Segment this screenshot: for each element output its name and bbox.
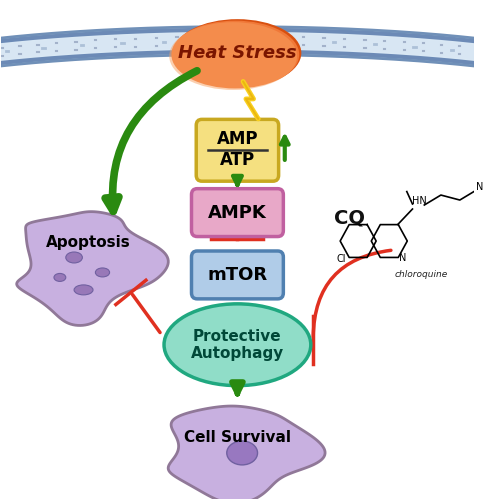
Text: Apoptosis: Apoptosis xyxy=(46,235,131,250)
Text: Heat Stress: Heat Stress xyxy=(178,44,297,62)
Ellipse shape xyxy=(169,22,297,90)
Text: HN: HN xyxy=(412,196,427,206)
Text: Protective
Autophagy: Protective Autophagy xyxy=(191,328,284,361)
Ellipse shape xyxy=(74,285,93,295)
FancyBboxPatch shape xyxy=(192,188,283,236)
Text: Cl: Cl xyxy=(336,254,346,264)
Ellipse shape xyxy=(173,19,302,87)
Text: ATP: ATP xyxy=(220,152,255,170)
Polygon shape xyxy=(17,212,168,326)
Text: N: N xyxy=(399,253,407,263)
Text: mTOR: mTOR xyxy=(207,266,268,284)
Polygon shape xyxy=(168,406,325,500)
Text: AMPK: AMPK xyxy=(208,204,267,222)
Text: Cell Survival: Cell Survival xyxy=(184,430,291,446)
FancyBboxPatch shape xyxy=(196,120,279,181)
Ellipse shape xyxy=(95,268,109,277)
Ellipse shape xyxy=(227,441,257,465)
Ellipse shape xyxy=(54,274,66,281)
Ellipse shape xyxy=(66,252,82,263)
Text: chloroquine: chloroquine xyxy=(394,270,448,279)
Text: CQ: CQ xyxy=(334,208,365,227)
Text: N: N xyxy=(476,182,484,192)
FancyBboxPatch shape xyxy=(192,251,283,299)
Text: AMP: AMP xyxy=(217,130,258,148)
Ellipse shape xyxy=(171,20,299,88)
Ellipse shape xyxy=(164,304,311,386)
